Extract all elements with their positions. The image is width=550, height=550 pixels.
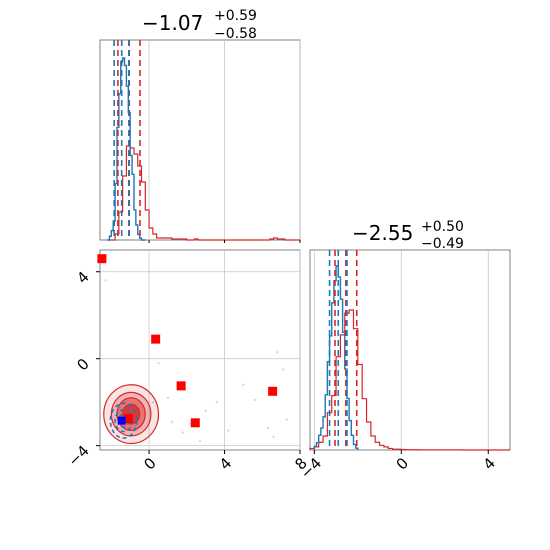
scatter-blue-marker	[117, 416, 126, 425]
scatter-red-marker-0	[97, 254, 107, 264]
right-hist-blue	[313, 265, 359, 450]
scatter-red-marker-4	[268, 386, 278, 396]
param1-title-plus: +0.59	[214, 8, 257, 24]
param1-title-minus: −0.58	[214, 26, 257, 42]
scatter-xtick-label-1: 4	[216, 454, 235, 473]
right-xtick-label-1: 0	[393, 454, 412, 473]
param1-title: −1.07	[142, 11, 203, 35]
param2-title-plus: +0.50	[421, 219, 464, 235]
scatter-faint-point-8	[266, 427, 270, 430]
scatter-faint-point-3	[181, 431, 185, 434]
scatter-faint-point-12	[285, 418, 288, 421]
scatter-faint-point-13	[104, 279, 107, 282]
right-xtick-label-2: 4	[480, 454, 499, 473]
scatter-faint-point-14	[215, 400, 219, 404]
scatter-panel-content	[96, 250, 301, 454]
top-hist-red	[107, 145, 300, 241]
scatter-xtick-label-0: 0	[140, 454, 159, 473]
scatter-faint-point-1	[151, 400, 155, 404]
scatter-red-marker-3	[190, 418, 200, 428]
scatter-faint-point-5	[198, 440, 202, 443]
scatter-faint-point-2	[170, 420, 173, 423]
param2-title: −2.55	[352, 221, 413, 245]
scatter-faint-point-16	[242, 383, 245, 386]
scatter-contour-blue-0	[109, 402, 138, 439]
scatter-red-marker-5	[123, 413, 133, 423]
scatter-ytick-label-2: 4	[73, 268, 92, 287]
scatter-red-marker-1	[151, 334, 161, 344]
param2-title-minus: −0.49	[421, 236, 464, 252]
scatter-faint-point-17	[166, 396, 170, 400]
scatter-ytick-label-0: −4	[64, 442, 92, 470]
scatter-faint-point-7	[253, 398, 256, 402]
scatter-ytick-label-1: 0	[73, 355, 92, 374]
scatter-faint-point-10	[281, 368, 285, 371]
top-panel-content	[107, 40, 301, 243]
scatter-faint-point-6	[204, 409, 207, 413]
scatter-faint-point-11	[276, 350, 279, 354]
scatter-faint-point-15	[227, 429, 230, 432]
scatter-faint-point-0	[157, 361, 160, 365]
scatter-faint-point-9	[272, 435, 275, 439]
right-hist-red	[309, 309, 510, 451]
scatter-red-marker-2	[176, 381, 186, 391]
right-panel-content	[309, 250, 510, 454]
